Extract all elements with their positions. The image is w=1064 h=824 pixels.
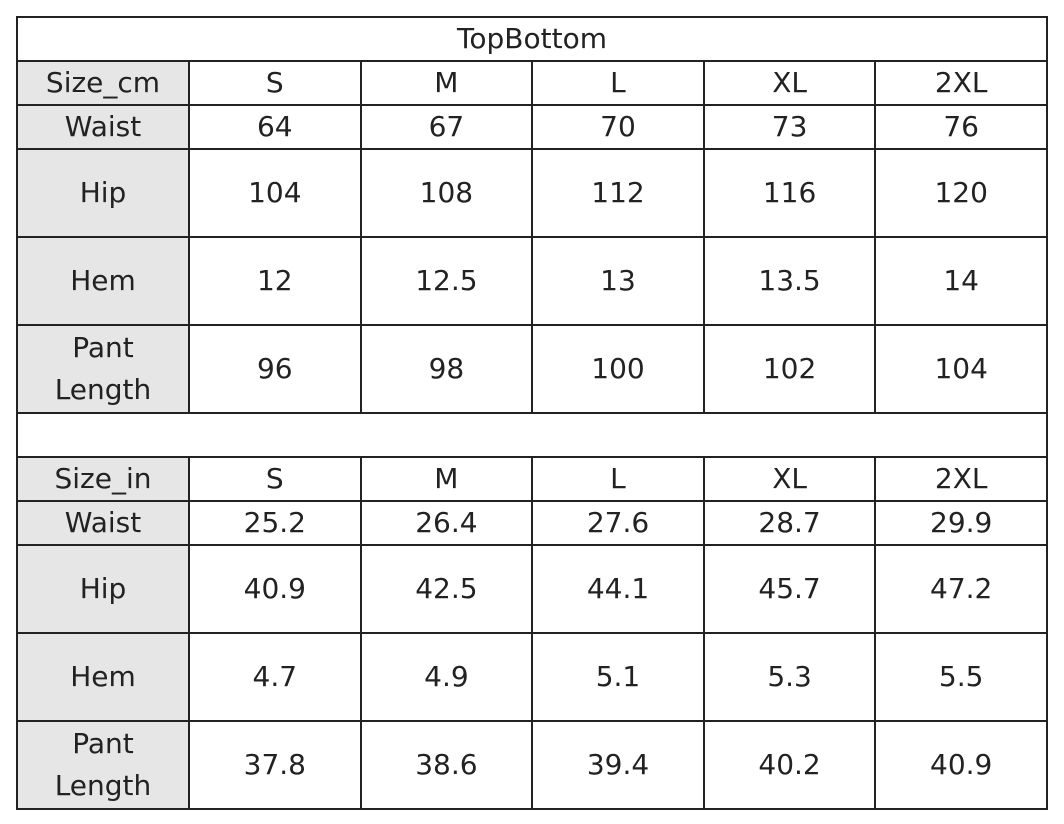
cell-value: 108 — [359, 148, 534, 238]
cell-value: 40.9 — [874, 720, 1048, 810]
cell-value: 29.9 — [874, 500, 1048, 546]
row-label-text: Hip — [79, 176, 127, 209]
cell-value: 70 — [531, 104, 705, 150]
cell-value: 5.1 — [531, 632, 705, 722]
cell-value: 13 — [531, 236, 705, 326]
size-cell: 2XL — [874, 456, 1048, 502]
cell-value: 14 — [874, 236, 1048, 326]
row-label: Hip — [16, 544, 190, 634]
cell-value: 112 — [531, 148, 705, 238]
unit-cell: Size_cm — [16, 60, 190, 106]
cell-value: 4.9 — [359, 632, 534, 722]
cell-value: 40.2 — [702, 720, 877, 810]
row-label-text: Waist — [64, 110, 142, 143]
cell-value: 26.4 — [359, 500, 534, 546]
title-row: TopBottom — [16, 16, 1048, 62]
row-label-text: Pant Length — [54, 331, 152, 406]
data-row: Waist 64 67 70 73 76 — [16, 104, 1048, 150]
data-row: Hip 40.9 42.5 44.1 45.7 47.2 — [16, 544, 1048, 634]
spacer-cell — [16, 412, 1048, 458]
row-label-text: Pant Length — [54, 727, 152, 802]
cell-value: 116 — [702, 148, 877, 238]
cell-value: 38.6 — [359, 720, 534, 810]
row-label: Hem — [16, 632, 190, 722]
cell-value: 73 — [702, 104, 877, 150]
data-row: Pant Length 96 98 100 102 104 — [16, 324, 1048, 414]
data-row: Hem 12 12.5 13 13.5 14 — [16, 236, 1048, 326]
size-cell: L — [531, 60, 705, 106]
row-label: Hip — [16, 148, 190, 238]
cell-value: 13.5 — [702, 236, 877, 326]
row-label-text: Hem — [70, 660, 136, 693]
size-cell: 2XL — [874, 60, 1048, 106]
spacer-row — [16, 412, 1048, 458]
cell-value: 25.2 — [188, 500, 362, 546]
cell-value: 64 — [188, 104, 362, 150]
size-cell: XL — [702, 60, 877, 106]
size-table: TopBottom Size_cm S M L XL 2XL Waist 64 67 70 73 76… — [16, 16, 1048, 810]
cell-value: 4.7 — [188, 632, 362, 722]
data-row: Waist 25.2 26.4 27.6 28.7 29.9 — [16, 500, 1048, 546]
data-row: Hip 104 108 112 116 120 — [16, 148, 1048, 238]
cell-value: 37.8 — [188, 720, 362, 810]
cell-value: 42.5 — [359, 544, 534, 634]
row-label: Pant Length — [16, 720, 190, 810]
row-label: Hem — [16, 236, 190, 326]
cell-value: 102 — [702, 324, 877, 414]
cell-value: 100 — [531, 324, 705, 414]
cell-value: 39.4 — [531, 720, 705, 810]
cell-value: 5.3 — [702, 632, 877, 722]
size-cell: M — [359, 456, 534, 502]
cell-value: 98 — [359, 324, 534, 414]
cell-value: 27.6 — [531, 500, 705, 546]
size-cell: M — [359, 60, 534, 106]
cell-value: 44.1 — [531, 544, 705, 634]
cell-value: 104 — [188, 148, 362, 238]
unit-cell: Size_in — [16, 456, 190, 502]
cell-value: 67 — [359, 104, 534, 150]
data-row: Pant Length 37.8 38.6 39.4 40.2 40.9 — [16, 720, 1048, 810]
size-cell: XL — [702, 456, 877, 502]
cell-value: 96 — [188, 324, 362, 414]
table-title: TopBottom — [16, 16, 1048, 62]
row-label: Waist — [16, 104, 190, 150]
row-label: Waist — [16, 500, 190, 546]
data-row: Hem 4.7 4.9 5.1 5.3 5.5 — [16, 632, 1048, 722]
row-label-text: Hip — [79, 572, 127, 605]
table-body: TopBottom Size_cm S M L XL 2XL Waist 64 67 70 73 76… — [16, 16, 1048, 810]
cell-value: 45.7 — [702, 544, 877, 634]
row-label-text: Hem — [70, 264, 136, 297]
cell-value: 12 — [188, 236, 362, 326]
cell-value: 120 — [874, 148, 1048, 238]
row-label-text: Waist — [64, 506, 142, 539]
cell-value: 76 — [874, 104, 1048, 150]
cell-value: 104 — [874, 324, 1048, 414]
header-row: Size_in S M L XL 2XL — [16, 456, 1048, 502]
cell-value: 12.5 — [359, 236, 534, 326]
size-cell: S — [188, 456, 362, 502]
row-label: Pant Length — [16, 324, 190, 414]
size-cell: L — [531, 456, 705, 502]
header-row: Size_cm S M L XL 2XL — [16, 60, 1048, 106]
cell-value: 47.2 — [874, 544, 1048, 634]
cell-value: 28.7 — [702, 500, 877, 546]
cell-value: 40.9 — [188, 544, 362, 634]
cell-value: 5.5 — [874, 632, 1048, 722]
size-cell: S — [188, 60, 362, 106]
